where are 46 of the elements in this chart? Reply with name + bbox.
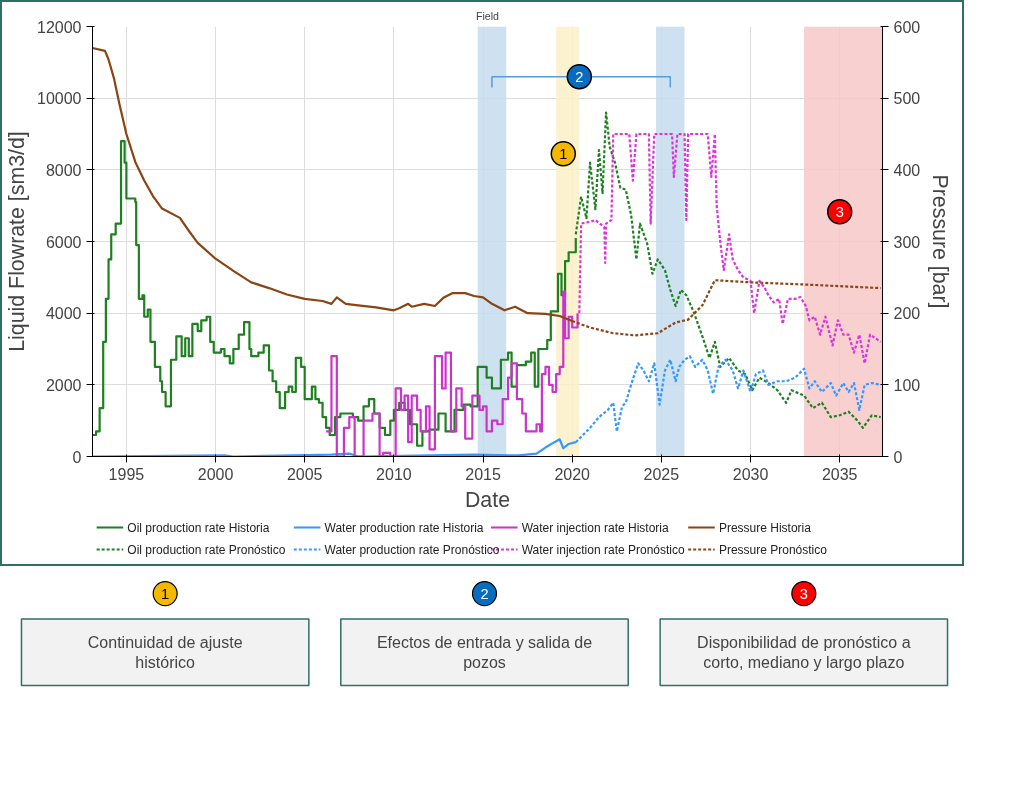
x-axis-title: Date [464, 487, 511, 512]
x-tick-label: 2005 [286, 465, 323, 483]
x-tick-label: 2025 [643, 465, 680, 483]
y-tick-label: 0 [72, 448, 82, 466]
line-series [574, 111, 882, 429]
x-tick-label: 2030 [732, 465, 769, 483]
y2-tick-label: 600 [893, 18, 921, 36]
annotation: 1 [559, 145, 568, 162]
legend-label: Water production rate Pronóstico [324, 542, 500, 557]
y2-tick-label: 200 [893, 305, 921, 323]
category-label: 1 [161, 585, 170, 602]
y-axis-title: Liquid Flowrate [sm3/d] [5, 131, 30, 352]
x-tick-label: 2000 [197, 465, 234, 483]
x-tick-label: 2020 [554, 465, 591, 483]
legend-label: Pressure Historia [718, 520, 812, 535]
line-series [578, 132, 882, 365]
y2-tick-label: 300 [893, 233, 921, 251]
legend-label: Oil production rate Pronóstico [127, 542, 286, 557]
annotation: 2 [575, 68, 584, 85]
category-label: 3 [799, 585, 808, 602]
y2-tick-label: 500 [893, 90, 921, 108]
x-tick-label: 2015 [465, 465, 501, 483]
text: Efectos de entrada y salida de pozos [376, 633, 593, 671]
x-tick-label: 1995 [108, 465, 145, 483]
y-tick-label: 10000 [37, 90, 82, 108]
text: Continuidad de ajuste histórico [87, 633, 243, 671]
legend-label: Oil production rate Historia [127, 520, 270, 535]
y2-tick-label: 0 [893, 448, 903, 466]
y2-axis-title: Pressure [bar] [928, 174, 953, 309]
category-label: 2 [480, 585, 489, 602]
y-tick-label: 8000 [45, 161, 82, 179]
x-tick-label: 2010 [376, 465, 412, 483]
y-tick-label: 2000 [45, 376, 82, 394]
annotation: 3 [835, 203, 844, 220]
text: Disponibilidad de pronóstico a corto, mediano y largo plazo [697, 633, 911, 671]
legend-label: Water injection rate Historia [521, 520, 669, 535]
legend-label: Water production rate Historia [324, 520, 484, 535]
y-tick-label: 6000 [45, 233, 82, 251]
legend-label: Pressure Pronóstico [718, 542, 828, 557]
legend-label: Water injection rate Pronóstico [521, 542, 685, 557]
y-tick-label: 4000 [45, 305, 82, 323]
x-tick-label: 2035 [821, 465, 858, 483]
y2-tick-label: 100 [893, 376, 921, 394]
chart-title: Field [475, 9, 500, 22]
y2-tick-label: 400 [893, 161, 921, 179]
y-tick-label: 12000 [37, 18, 82, 36]
